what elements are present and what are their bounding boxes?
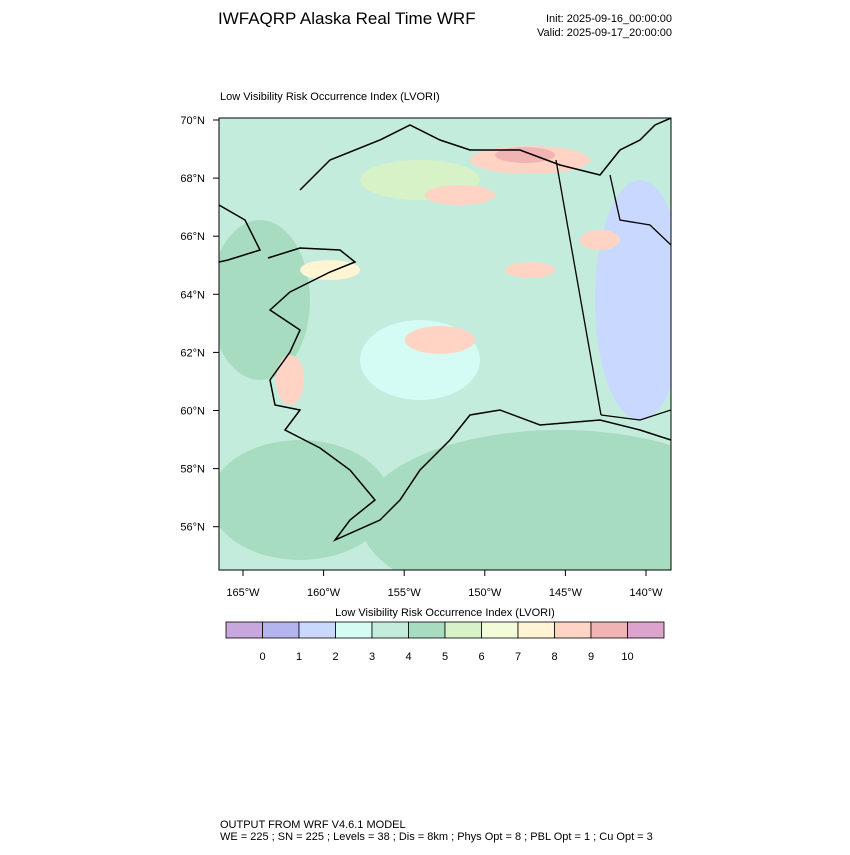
colorbar-box bbox=[481, 621, 519, 639]
footer-line: WE = 225 ; SN = 225 ; Levels = 38 ; Dis … bbox=[220, 831, 653, 843]
colorbar-box bbox=[408, 621, 446, 639]
main-title: IWFAQRP Alaska Real Time WRF bbox=[218, 9, 476, 28]
lon-label: 155°W bbox=[388, 587, 422, 599]
colorbar-label: 6 bbox=[478, 651, 484, 663]
lat-label: 58°N bbox=[180, 464, 205, 476]
lon-label: 145°W bbox=[549, 587, 583, 599]
lat-label: 64°N bbox=[180, 289, 205, 301]
colorbar-box bbox=[590, 621, 628, 639]
colorbar-label: 9 bbox=[588, 651, 594, 663]
colorbar-label: 5 bbox=[442, 651, 448, 663]
colorbar-box bbox=[444, 621, 482, 639]
valid-time: Valid: 2025-09-17_20:00:00 bbox=[537, 27, 672, 39]
colorbar-label: 4 bbox=[405, 651, 411, 663]
colorbar-box bbox=[225, 621, 263, 639]
colorbar-label: 3 bbox=[369, 651, 375, 663]
lat-label: 56°N bbox=[180, 522, 205, 534]
lon-label: 150°W bbox=[468, 587, 502, 599]
lat-label: 68°N bbox=[180, 173, 205, 185]
lon-label: 140°W bbox=[629, 587, 663, 599]
init-time: Init: 2025-09-16_00:00:00 bbox=[546, 13, 672, 25]
colorbar-label: 2 bbox=[332, 651, 338, 663]
lat-label: 70°N bbox=[180, 115, 205, 127]
colorbar-box bbox=[262, 621, 300, 639]
lon-label: 165°W bbox=[226, 587, 260, 599]
colorbar-label: 8 bbox=[551, 651, 557, 663]
colorbar-box bbox=[371, 621, 409, 639]
map-title: Low Visibility Risk Occurrence Index (LV… bbox=[220, 91, 440, 103]
colorbar-label: 0 bbox=[259, 651, 265, 663]
colorbar-label: 10 bbox=[621, 651, 633, 663]
lon-label: 160°W bbox=[307, 587, 341, 599]
colorbar-box bbox=[517, 621, 555, 639]
lat-label: 60°N bbox=[180, 406, 205, 418]
colorbar-box bbox=[298, 621, 336, 639]
colorbar-box bbox=[554, 621, 592, 639]
footer-line: OUTPUT FROM WRF V4.6.1 MODEL bbox=[220, 819, 406, 831]
lat-label: 62°N bbox=[180, 347, 205, 359]
colorbar-title: Low Visibility Risk Occurrence Index (LV… bbox=[335, 607, 555, 619]
colorbar-box bbox=[335, 621, 373, 639]
lat-label: 66°N bbox=[180, 231, 205, 243]
colorbar-label: 7 bbox=[515, 651, 521, 663]
colorbar-label: 1 bbox=[296, 651, 302, 663]
colorbar-box bbox=[627, 621, 665, 639]
map bbox=[218, 117, 672, 571]
